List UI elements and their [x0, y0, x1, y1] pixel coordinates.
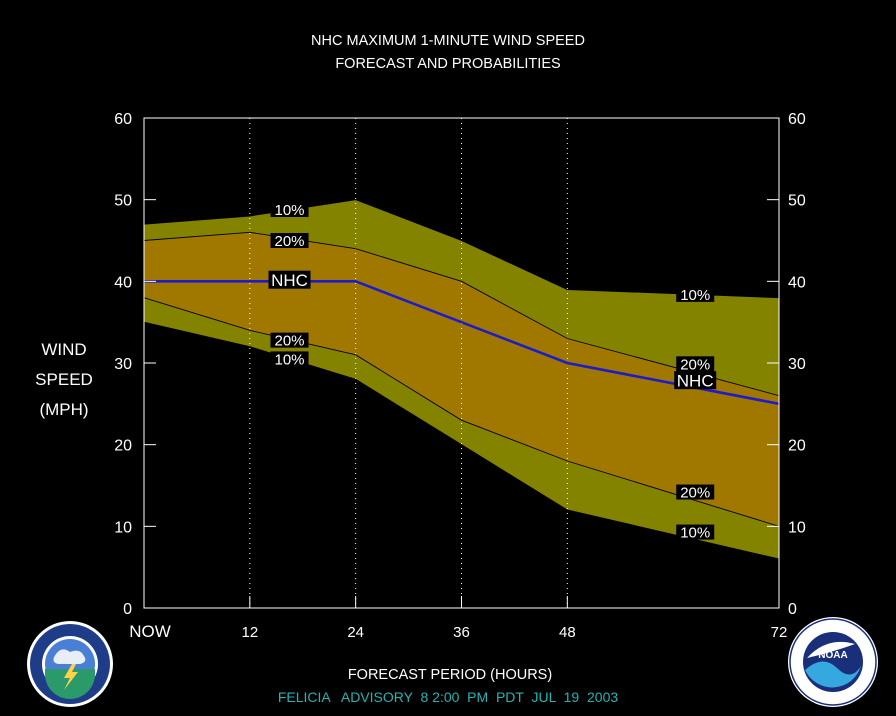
nws-logo — [27, 621, 113, 707]
band-label: 20% — [680, 485, 710, 502]
band-label: 20% — [275, 333, 305, 350]
x-tick-label-NOW: NOW — [129, 622, 171, 641]
y-axis-label-line3: (MPH) — [39, 400, 88, 419]
band-label-bg — [270, 233, 309, 248]
band-label: 10% — [275, 202, 305, 219]
band-label-bg — [270, 201, 309, 217]
series-line-upper-20 — [143, 231, 780, 397]
chart-subtitle: FORECAST AND PROBABILITIES — [335, 56, 560, 72]
band-label-bg — [268, 270, 311, 289]
x-axis-label: FORECAST PERIOD (HOURS) — [348, 667, 552, 683]
x-tick-label-48: 48 — [559, 624, 576, 641]
y-tick-label-left: 10 — [114, 519, 132, 536]
band-label: 10% — [680, 287, 710, 304]
band-label-bg — [676, 484, 715, 500]
x-tick-label-24: 24 — [347, 624, 364, 641]
series-line-lower-20 — [143, 297, 780, 527]
y-tick-label-left: 30 — [114, 356, 132, 373]
band-label: NHC — [271, 271, 308, 290]
probability-bands — [144, 199, 779, 559]
y-tick-label-left: 60 — [114, 111, 132, 128]
x-tick-label-12: 12 — [241, 624, 258, 641]
band-label-bg — [676, 356, 715, 372]
band-label-bg — [676, 524, 715, 540]
y-tick-label-right: 0 — [788, 601, 797, 618]
series-lines — [143, 199, 780, 560]
y-tick-label-left: 20 — [114, 438, 132, 455]
band-label: 20% — [680, 356, 710, 373]
y-tick-label-right: 50 — [788, 193, 806, 210]
band-label-bg — [270, 351, 309, 367]
series-line-lower-10 — [143, 321, 780, 560]
band-label: 10% — [275, 351, 305, 368]
band-label-bg — [674, 371, 717, 390]
x-tick-label-72: 72 — [771, 624, 788, 641]
y-tick-label-right: 30 — [788, 356, 806, 373]
x-tick-label-36: 36 — [453, 624, 470, 641]
chart-title: NHC MAXIMUM 1-MINUTE WIND SPEED — [311, 33, 585, 49]
advisory-info: FELICIA ADVISORY 8 2:00 PM PDT JUL 19 20… — [278, 689, 619, 705]
band-label: 10% — [680, 525, 710, 542]
axis-ticks: 0 0 10 10 20 20 30 30 40 40 50 50 60 60 NOW 12 24 36 48 72 — [114, 111, 806, 641]
y-axis-label-line1: WIND — [41, 340, 86, 359]
y-tick-label-right: 40 — [788, 274, 806, 291]
y-tick-label-right: 60 — [788, 111, 806, 128]
y-tick-label-left: 0 — [123, 601, 132, 618]
band-label: NHC — [677, 372, 714, 391]
series-line-upper-10 — [143, 199, 780, 299]
noaa-logo: NOAA — [788, 617, 878, 707]
band-label-bg — [270, 332, 309, 348]
y-axis-label-line2: SPEED — [35, 370, 93, 389]
y-tick-label-right: 10 — [788, 519, 806, 536]
y-tick-label-right: 20 — [788, 438, 806, 455]
noaa-logo-text: NOAA — [818, 650, 847, 661]
series-line-nhc — [144, 280, 780, 406]
band-20-percent — [144, 232, 779, 527]
y-tick-label-left: 50 — [114, 193, 132, 210]
y-tick-label-left: 40 — [114, 274, 132, 291]
band-label-bg — [676, 286, 715, 302]
band-label: 20% — [275, 233, 305, 250]
